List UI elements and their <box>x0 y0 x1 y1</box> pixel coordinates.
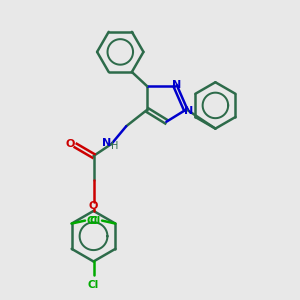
Text: O: O <box>89 201 98 211</box>
Text: H: H <box>111 140 118 151</box>
Text: N: N <box>184 106 193 116</box>
Text: O: O <box>65 139 74 149</box>
Text: N: N <box>102 138 112 148</box>
Text: N: N <box>172 80 182 90</box>
Text: Cl: Cl <box>89 216 101 226</box>
Text: Cl: Cl <box>88 280 99 290</box>
Text: Cl: Cl <box>86 216 98 226</box>
